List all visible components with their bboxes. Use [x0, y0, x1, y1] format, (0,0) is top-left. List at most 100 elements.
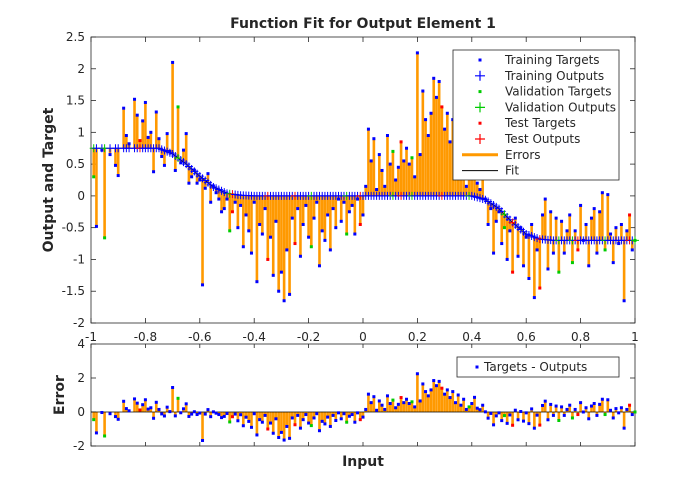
training-residual-point: [413, 405, 417, 409]
training-residual-point: [443, 392, 447, 396]
training-residual-point: [434, 384, 438, 388]
training-target-point: [483, 197, 487, 201]
training-target-point: [192, 168, 196, 172]
test-residual-point: [538, 423, 542, 427]
training-target-point: [255, 280, 259, 284]
top-y-tick-label: -2: [73, 316, 85, 330]
training-residual-point: [361, 415, 365, 419]
training-target-point: [334, 226, 338, 230]
test-target-point: [266, 257, 270, 261]
training-target-point: [508, 229, 512, 233]
training-residual-point: [543, 399, 547, 403]
training-target-point: [617, 242, 621, 246]
training-residual-point: [225, 412, 229, 416]
validation-residual-point: [309, 424, 313, 428]
training-residual-point: [546, 418, 550, 422]
training-target-point: [429, 111, 433, 115]
training-target-point: [168, 149, 172, 153]
validation-target-point: [410, 156, 414, 160]
training-residual-point: [301, 418, 305, 422]
training-residual-point: [459, 403, 463, 407]
training-residual-point: [127, 409, 131, 413]
training-residual-point: [598, 402, 602, 406]
training-residual-point: [500, 419, 504, 423]
training-residual-point: [611, 416, 615, 420]
validation-residual-point: [92, 418, 96, 422]
training-residual-point: [217, 413, 221, 417]
training-residual-point: [486, 416, 490, 420]
test-residual-point: [293, 423, 297, 427]
training-target-point: [505, 257, 509, 261]
training-residual-point: [143, 398, 147, 402]
training-target-point: [328, 248, 332, 252]
training-residual-point: [190, 412, 194, 416]
training-target-point: [377, 153, 381, 157]
training-residual-point: [364, 407, 368, 411]
training-target-point: [443, 127, 447, 131]
training-residual-point: [187, 414, 191, 418]
training-residual-point: [519, 410, 523, 414]
training-residual-point: [600, 397, 604, 401]
top-x-tick-label: -0.4: [242, 330, 265, 344]
training-residual-point: [331, 413, 335, 417]
validation-residual-point: [633, 410, 637, 414]
training-residual-point: [288, 436, 292, 440]
training-target-point: [282, 299, 286, 303]
training-residual-point: [595, 413, 599, 417]
training-target-point: [143, 100, 147, 104]
training-residual-point: [135, 401, 139, 405]
top-x-tick-label: 1: [631, 330, 639, 344]
training-residual-point: [252, 412, 256, 416]
training-residual-point: [405, 397, 409, 401]
bottom-legend: Targets - Outputs: [456, 356, 620, 378]
bottom-y-tick-label: 4: [77, 337, 85, 351]
validation-residual-point: [603, 413, 607, 417]
training-residual-point: [489, 411, 493, 415]
training-target-point: [554, 216, 558, 220]
training-residual-point: [587, 417, 591, 421]
training-residual-point: [383, 407, 387, 411]
training-target-point: [184, 132, 188, 136]
test-residual-point: [399, 396, 403, 400]
chart-title: Function Fit for Output Element 1: [230, 16, 496, 32]
training-residual-point: [366, 392, 370, 396]
training-residual-point: [353, 420, 357, 424]
training-residual-point: [415, 372, 419, 376]
training-residual-point: [554, 404, 558, 408]
legend-label: Fit: [505, 164, 519, 178]
training-target-point: [353, 232, 357, 236]
training-residual-point: [475, 406, 479, 410]
training-target-point: [361, 213, 365, 217]
validation-residual-point: [228, 420, 232, 424]
validation-residual-point: [391, 398, 395, 402]
training-residual-point: [445, 388, 449, 392]
training-residual-point: [141, 403, 145, 407]
training-target-point: [342, 200, 346, 204]
training-residual-point: [497, 411, 501, 415]
training-target-point: [347, 210, 351, 214]
training-residual-point: [516, 418, 520, 422]
training-target-point: [233, 200, 237, 204]
test-target-point: [293, 242, 297, 246]
training-residual-point: [551, 413, 555, 417]
training-residual-point: [456, 393, 460, 397]
training-residual-point: [549, 402, 553, 406]
training-residual-point: [274, 417, 278, 421]
training-residual-point: [565, 407, 569, 411]
training-residual-point: [239, 413, 243, 417]
training-target-point: [149, 130, 153, 134]
validation-target-point: [345, 232, 349, 236]
training-residual-point: [326, 415, 330, 419]
top-y-tick-label: 2: [77, 62, 85, 76]
training-residual-point: [372, 395, 376, 399]
top-y-tick-label: 1: [77, 125, 85, 139]
training-target-point: [375, 188, 379, 192]
training-residual-point: [133, 397, 137, 401]
training-target-point: [271, 273, 275, 277]
training-residual-point: [285, 424, 289, 428]
training-target-point: [497, 210, 501, 214]
test-target-point: [358, 222, 362, 226]
training-residual-point: [307, 421, 311, 425]
top-legend-box: [452, 49, 620, 181]
top-y-tick-label: 2.5: [66, 30, 85, 44]
